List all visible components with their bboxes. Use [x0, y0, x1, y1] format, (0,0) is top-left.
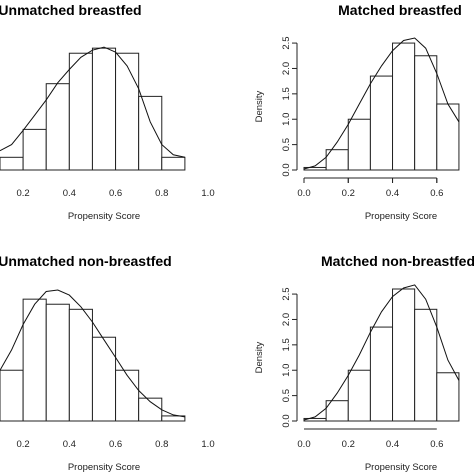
x-tick-label: 0.6 — [430, 439, 443, 450]
y-tick-label: 0.5 — [281, 389, 292, 402]
chart-title: Matched breastfed — [338, 2, 462, 18]
histogram-bar — [45, 83, 70, 171]
chart-title: Matched non-breastfed — [321, 253, 474, 269]
histogram-bar — [347, 369, 371, 422]
histogram-bar — [0, 156, 24, 171]
y-tick-label: 1.0 — [281, 364, 292, 377]
y-tick-label: 2.0 — [281, 313, 292, 326]
x-axis-label: Propensity Score — [68, 462, 140, 473]
chart-title: Unmatched breastfed — [0, 2, 142, 18]
x-axis-label: Propensity Score — [365, 211, 437, 222]
histogram-bar — [436, 372, 460, 422]
histogram-bar — [392, 288, 416, 422]
y-tick-label: 2.5 — [281, 287, 292, 300]
density-curve — [303, 37, 460, 170]
density-curve — [303, 284, 460, 421]
x-tick-label: 0.4 — [63, 188, 76, 199]
histogram-bar — [115, 369, 140, 422]
histogram-bar — [68, 52, 93, 171]
x-axis-label: Propensity Score — [365, 462, 437, 473]
chart-title: Unmatched non-breastfed — [0, 253, 172, 269]
x-tick-label: 0.6 — [109, 188, 122, 199]
histogram-bar — [138, 95, 163, 171]
x-tick-label: 1.0 — [201, 439, 214, 450]
y-tick-label: 1.5 — [281, 338, 292, 351]
x-tick-label: 0.2 — [342, 188, 355, 199]
y-tick-label: 0.0 — [281, 163, 292, 176]
y-tick-label: 0.0 — [281, 414, 292, 427]
y-axis-label: Density — [254, 341, 265, 373]
histogram-bar — [68, 308, 93, 422]
x-tick-label: 0.8 — [155, 188, 168, 199]
x-tick-label: 0.6 — [109, 439, 122, 450]
x-tick-label: 0.0 — [297, 188, 310, 199]
y-tick-label: 0.5 — [281, 138, 292, 151]
y-tick-label: 1.5 — [281, 87, 292, 100]
histogram-bar — [414, 55, 438, 171]
histogram-bar — [369, 326, 394, 422]
histogram-bar — [45, 303, 70, 422]
histogram-bar — [22, 128, 47, 171]
x-tick-label: 0.4 — [63, 439, 76, 450]
chart-panel-4: Matched non-breastfed 0.0 0.2 0.4 0.6 Propens… — [254, 178, 474, 473]
y-tick-label: 2.5 — [281, 36, 292, 49]
histogram-bar — [161, 415, 186, 422]
x-tick-label: 0.4 — [386, 439, 399, 450]
histogram-bar — [347, 118, 371, 171]
histogram-bar — [392, 42, 416, 171]
chart-panel-2: Matched breastfed 0.0 0.2 0.4 0.6 Propensity … — [254, 2, 462, 222]
x-axis-label: Propensity Score — [68, 211, 140, 222]
y-axis-label: Density — [254, 90, 265, 122]
density-curve — [0, 46, 186, 158]
histogram-bar — [115, 52, 140, 171]
x-tick-label: 0.8 — [155, 439, 168, 450]
histogram-bar — [0, 369, 24, 422]
x-tick-label: 0.2 — [17, 439, 30, 450]
x-tick-label: 0.2 — [17, 188, 30, 199]
x-tick-label: 0.4 — [386, 188, 399, 199]
histogram-bar — [161, 156, 186, 171]
histogram-bar — [414, 308, 438, 422]
y-tick-label: 2.0 — [281, 62, 292, 75]
histogram-bar — [436, 103, 460, 171]
x-tick-label: 0.6 — [430, 188, 443, 199]
histogram-bar — [91, 47, 117, 171]
chart-panel-1: Unmatched breastfed 0.2 0.4 0.6 0.8 1.0 Propen… — [0, 2, 215, 222]
density-curve — [0, 289, 185, 418]
x-tick-label: 0.0 — [297, 439, 310, 450]
histogram-bar — [91, 336, 117, 422]
y-tick-label: 1.0 — [281, 113, 292, 126]
x-tick-label: 1.0 — [201, 188, 214, 199]
x-tick-label: 0.2 — [342, 439, 355, 450]
chart-panel-3: Unmatched non-breastfed 0.2 0.4 0.6 0.8 1.0 Pr… — [0, 253, 215, 473]
histogram-bar — [369, 75, 394, 171]
